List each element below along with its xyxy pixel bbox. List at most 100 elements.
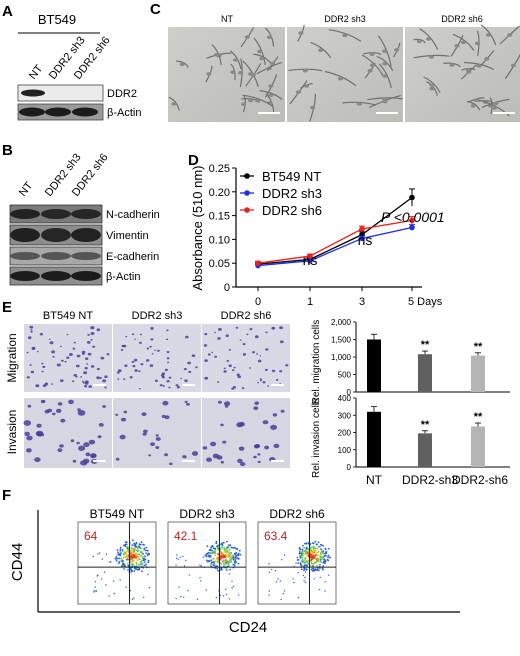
stained-cell xyxy=(133,358,138,362)
stained-cell xyxy=(64,360,67,363)
flow-event xyxy=(132,559,135,562)
flow-event xyxy=(133,550,135,553)
cell-body xyxy=(238,71,244,75)
panel-letter-c: C xyxy=(150,1,161,18)
flow-event xyxy=(283,554,286,556)
flow-event xyxy=(281,559,283,561)
flow-event xyxy=(222,559,225,562)
flow-event xyxy=(138,545,141,547)
cell-body xyxy=(302,68,308,73)
cell-body xyxy=(259,56,265,61)
flow-plot-title: DDR2 sh6 xyxy=(269,507,325,521)
stained-cell xyxy=(168,386,171,389)
flow-event xyxy=(298,551,301,553)
stained-cell xyxy=(239,339,242,341)
stained-cell xyxy=(72,347,76,350)
cell-shape xyxy=(377,35,392,67)
stained-cell xyxy=(222,440,227,444)
flow-event xyxy=(129,589,132,592)
flow-event xyxy=(228,544,230,546)
flow-event xyxy=(134,552,137,555)
stained-cell xyxy=(264,445,270,450)
flow-event xyxy=(139,543,142,546)
flow-event xyxy=(182,555,184,558)
flow-event xyxy=(225,554,228,556)
flow-event xyxy=(305,568,308,571)
stained-cell xyxy=(270,424,278,430)
stained-cell xyxy=(217,381,220,383)
d-xtick-label: 0 xyxy=(255,296,261,308)
stained-cell xyxy=(68,399,74,405)
bar-category-label: DDR2-sh6 xyxy=(452,473,508,487)
flow-event xyxy=(316,564,318,567)
stained-cell xyxy=(86,341,91,344)
flow-percent: 63.4 xyxy=(264,529,288,543)
d-point xyxy=(409,194,415,201)
stained-cell xyxy=(275,378,279,381)
stained-cell xyxy=(88,439,96,445)
cell-body xyxy=(429,86,435,91)
bar xyxy=(367,339,381,392)
flow-event xyxy=(238,549,241,552)
flow-event xyxy=(301,551,304,554)
flow-event xyxy=(125,586,127,588)
flow-event xyxy=(214,548,217,550)
flow-event xyxy=(319,555,322,558)
stained-cell xyxy=(134,338,136,340)
cell-shape xyxy=(245,63,262,87)
flow-event xyxy=(98,552,101,554)
stained-cell xyxy=(90,332,95,335)
flow-event xyxy=(226,593,228,596)
stained-cell xyxy=(129,376,133,379)
stained-cell xyxy=(165,338,169,341)
d-point xyxy=(255,260,261,267)
stained-cell xyxy=(86,363,89,365)
stained-cell xyxy=(51,383,54,385)
bar xyxy=(471,426,485,467)
stained-cell xyxy=(27,336,32,340)
flow-event xyxy=(137,564,140,566)
flow-event xyxy=(301,559,304,561)
cell-shape xyxy=(324,70,357,87)
stained-cell xyxy=(273,443,280,449)
flow-event xyxy=(217,561,219,563)
flow-event xyxy=(311,551,314,554)
stained-cell xyxy=(166,380,170,383)
stained-cell xyxy=(214,355,218,358)
flow-event xyxy=(314,540,317,543)
flow-event xyxy=(214,554,217,557)
stained-cell xyxy=(217,337,221,340)
flow-event xyxy=(206,559,208,562)
stained-cell xyxy=(42,365,46,368)
flow-percent: 64 xyxy=(84,529,98,543)
cell-shape xyxy=(242,94,273,107)
d-ytick-label: 0.05 xyxy=(209,258,230,270)
cell-body xyxy=(394,48,400,52)
stained-cell xyxy=(32,348,35,350)
flow-event xyxy=(222,541,225,544)
flow-event xyxy=(122,562,124,565)
flow-event xyxy=(135,568,138,570)
flow-event xyxy=(293,581,295,584)
panel-a-cell-line: BT549 xyxy=(38,12,76,27)
flow-event xyxy=(175,557,178,559)
flow-event xyxy=(232,556,235,559)
cell-shape xyxy=(242,95,246,113)
flow-event xyxy=(300,555,303,558)
flow-event xyxy=(127,569,129,571)
stained-cell xyxy=(164,368,168,372)
flow-event xyxy=(320,548,322,551)
flow-event xyxy=(141,570,143,572)
flow-event xyxy=(300,564,303,567)
flow-event xyxy=(231,587,233,589)
annotation-ns-2: ns xyxy=(358,232,373,248)
panel-e-col-sh6: DDR2 sh6 xyxy=(221,310,272,322)
flow-event xyxy=(229,559,231,561)
stained-cell xyxy=(102,405,106,408)
cell-body xyxy=(476,64,482,68)
flow-event xyxy=(178,586,180,588)
flow-event xyxy=(328,556,331,559)
stained-cell xyxy=(142,432,147,436)
cell-body xyxy=(233,58,239,62)
cell-body xyxy=(356,102,362,106)
